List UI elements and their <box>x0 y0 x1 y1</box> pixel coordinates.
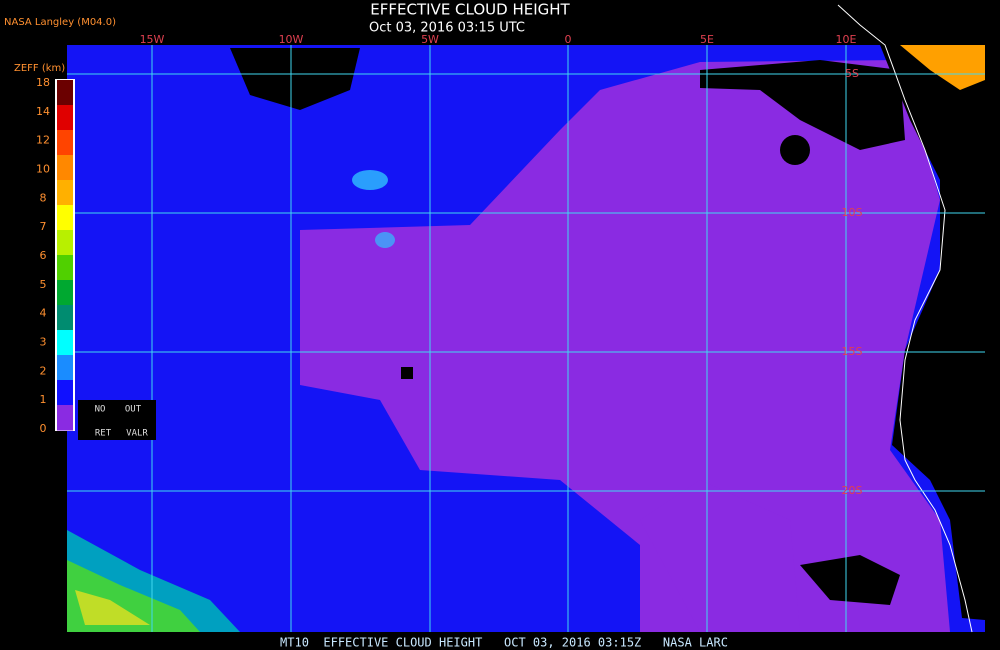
colorbar-swatch <box>57 205 73 231</box>
latitude-label: 20S <box>842 484 863 497</box>
footer: MT10 EFFECTIVE CLOUD HEIGHT OCT 03, 2016… <box>280 636 728 650</box>
colorbar-tick-label: 18 <box>36 76 50 89</box>
latitude-label: 5S <box>845 67 859 80</box>
colorbar-swatch <box>57 380 73 406</box>
coastline <box>837 4 973 633</box>
colorbar-swatch <box>57 105 73 131</box>
colorbar-swatch <box>57 305 73 331</box>
legend-text: VALR <box>126 429 148 439</box>
colorbar-tick-label: 3 <box>40 336 47 349</box>
longitude-label: 0 <box>565 33 572 46</box>
colorbar-tick-label: 6 <box>40 249 47 262</box>
clear-patch <box>401 367 413 379</box>
colorbar-swatch <box>57 330 73 356</box>
legend-text: RET <box>95 429 112 439</box>
longitude-label: 10E <box>836 33 857 46</box>
colorbar-swatch <box>57 130 73 156</box>
legend-background <box>78 400 156 440</box>
subtitle: Oct 03, 2016 03:15 UTC <box>369 21 525 36</box>
colorbar-swatch <box>57 355 73 381</box>
clear-sky-south <box>800 555 900 605</box>
source-label: NASA Langley (M04.0) <box>4 17 116 28</box>
clear-sky-north <box>700 60 905 150</box>
graticule <box>67 45 985 632</box>
clear-sky-northwest <box>230 48 360 110</box>
colorbar-tick-label: 0 <box>40 422 47 435</box>
land-africa <box>880 45 985 620</box>
legend-text: NO <box>95 405 106 415</box>
colorbar-swatch <box>57 180 73 206</box>
colorbar-tick-label: 2 <box>40 364 47 377</box>
high-cloud-peak <box>75 590 150 625</box>
colorbar-swatch <box>57 155 73 181</box>
colorbar-swatch <box>57 405 73 431</box>
longitude-label: 15W <box>140 33 165 46</box>
latitude-label: 10S <box>842 206 863 219</box>
cloud-patch <box>375 232 395 248</box>
colorbar-tick-label: 12 <box>36 134 50 147</box>
colorbar-tick-label: 8 <box>40 191 47 204</box>
low-cloud-patch <box>640 480 800 632</box>
colorbar-swatch <box>57 230 73 256</box>
title: EFFECTIVE CLOUD HEIGHT <box>370 1 570 19</box>
colorbar-tick-label: 7 <box>40 220 47 233</box>
colorbar-tick-label: 5 <box>40 278 47 291</box>
low-cloud-region <box>300 60 950 632</box>
legend-box: NO RET OUT VALR <box>78 400 156 440</box>
colorbar-swatch <box>57 255 73 281</box>
latitude-label: 15S <box>842 345 863 358</box>
colorbar-label: ZEFF (km) <box>14 63 65 74</box>
high-cloud-top <box>900 45 985 90</box>
longitude-label: 10W <box>279 33 304 46</box>
colorbar-tick-label: 1 <box>40 393 47 406</box>
colorbar-tick-label: 4 <box>40 307 47 320</box>
legend-text: OUT <box>125 405 142 415</box>
clear-patch <box>780 135 810 165</box>
cloud-patch <box>352 170 388 190</box>
longitude-label: 5W <box>421 33 439 46</box>
colorbar-tick-label: 14 <box>36 105 50 118</box>
colorbar-swatch <box>57 80 73 106</box>
longitude-label: 5E <box>700 33 714 46</box>
colorbar-swatch <box>57 280 73 306</box>
map <box>67 4 985 633</box>
colorbar-tick-label: 10 <box>36 163 50 176</box>
